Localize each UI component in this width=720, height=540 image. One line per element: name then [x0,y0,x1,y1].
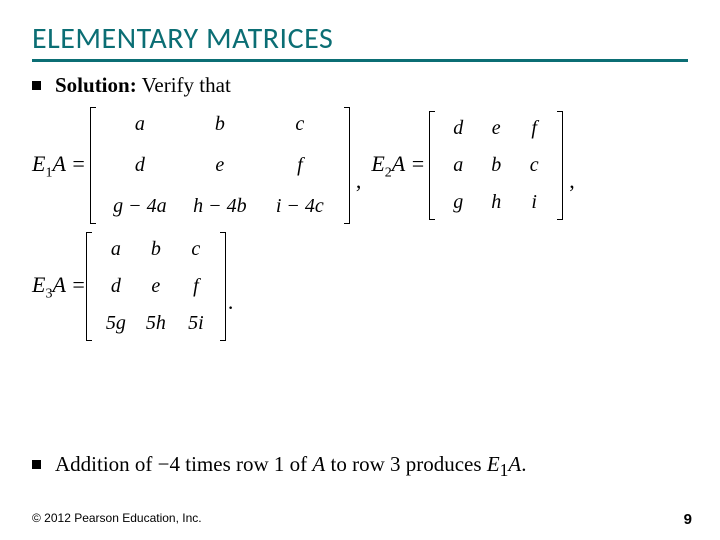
cell: d [439,117,477,140]
comma: , [567,168,575,224]
bullet-text: Solution: Verify that [55,72,231,99]
b2-pre: Addition of [55,452,158,476]
matrix1-grid: a b c d e f g − 4a h − 4b i − 4c [96,107,344,224]
m2-sub: 2 [385,165,392,180]
cell: c [260,113,340,136]
cell: c [176,238,216,261]
matrix2: d e f a b c g h i [429,111,563,220]
b2-mid: times row 1 of [180,452,312,476]
cell: f [260,154,340,177]
matrix-row-1: E1A = a b c d e f g − 4a h − 4b i − 4c , [32,107,688,224]
m3-rhs: A = [52,272,85,297]
cell: b [477,154,515,177]
cell: e [136,275,176,298]
b2-E: E [487,452,500,476]
cell: b [180,113,260,136]
cell: f [515,117,553,140]
comma: , [354,168,362,224]
copyright-text: © 2012 Pearson Education, Inc. [32,511,202,528]
bullet-icon [32,460,41,469]
cell: 5g [96,312,136,335]
matrix2-grid: d e f a b c g h i [435,111,557,220]
b2-end: . [521,452,526,476]
solution-label: Solution: [55,73,137,97]
bullet2-text: Addition of −4 times row 1 of A to row 3… [55,451,526,482]
footer: © 2012 Pearson Education, Inc. 9 [32,511,692,528]
cell: b [136,238,176,261]
m2-rhs: A = [392,151,425,176]
solution-rest: Verify that [137,73,231,97]
b2-A2: A [508,452,521,476]
page-number: 9 [684,511,692,528]
cell: d [100,154,180,177]
m1-var: E [32,151,45,176]
matrix3: a b c d e f 5g 5h 5i [86,232,226,341]
cell: e [180,154,260,177]
cell: f [176,275,216,298]
cell: a [100,113,180,136]
bullet-icon [32,81,41,90]
bracket-icon [557,111,563,220]
cell: 5i [176,312,216,335]
cell: a [439,154,477,177]
matrix1: a b c d e f g − 4a h − 4b i − 4c [90,107,350,224]
matrix-row-2: E3A = a b c d e f 5g 5h 5i . [32,232,688,341]
matrix3-grid: a b c d e f 5g 5h 5i [92,232,220,341]
b2-num: −4 [158,452,180,476]
page-title: ELEMENTARY MATRICES [32,20,688,57]
bracket-icon [344,107,350,224]
m2-var: E [371,151,384,176]
cell: d [96,275,136,298]
cell: h [477,191,515,214]
b2-mid2: to row 3 produces [325,452,487,476]
cell: i − 4c [260,195,340,218]
cell: c [515,154,553,177]
cell: h − 4b [180,195,260,218]
matrix3-label: E3A = [32,272,86,302]
bullet-solution: Solution: Verify that [32,72,688,99]
cell: 5h [136,312,176,335]
cell: a [96,238,136,261]
b2-A: A [312,452,325,476]
cell: g − 4a [100,195,180,218]
m3-var: E [32,272,45,297]
m1-rhs: A = [52,151,85,176]
cell: e [477,117,515,140]
matrix1-label: E1A = [32,151,86,181]
cell: i [515,191,553,214]
period: . [226,289,234,341]
matrix2-label: E2A = [371,151,425,181]
bullet-addition: Addition of −4 times row 1 of A to row 3… [32,451,704,482]
cell: g [439,191,477,214]
